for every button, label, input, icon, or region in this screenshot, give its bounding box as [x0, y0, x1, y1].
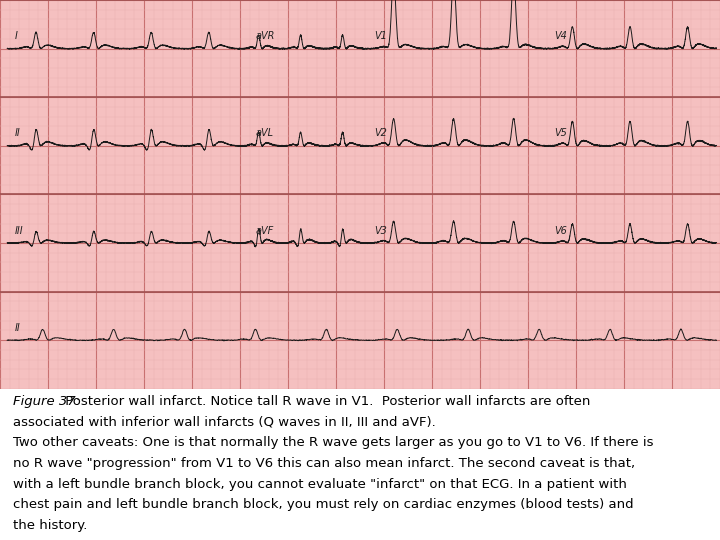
Text: III: III — [14, 226, 23, 235]
Text: V6: V6 — [554, 226, 567, 235]
Text: no R wave "progression" from V1 to V6 this can also mean infarct. The second cav: no R wave "progression" from V1 to V6 th… — [13, 457, 635, 470]
Text: aVL: aVL — [256, 129, 274, 138]
Text: II: II — [14, 323, 20, 333]
Text: Figure 37:: Figure 37: — [13, 395, 80, 408]
Text: II: II — [14, 129, 20, 138]
Text: Two other caveats: One is that normally the R wave gets larger as you go to V1 t: Two other caveats: One is that normally … — [13, 436, 654, 449]
Text: V3: V3 — [374, 226, 387, 235]
Text: chest pain and left bundle branch block, you must rely on cardiac enzymes (blood: chest pain and left bundle branch block,… — [13, 498, 634, 511]
FancyBboxPatch shape — [0, 0, 720, 389]
Text: Posterior wall infarct. Notice tall R wave in V1.  Posterior wall infarcts are o: Posterior wall infarct. Notice tall R wa… — [61, 395, 590, 408]
Text: I: I — [14, 31, 17, 41]
Text: associated with inferior wall infarcts (Q waves in II, III and aVF).: associated with inferior wall infarcts (… — [13, 415, 436, 428]
Text: the history.: the history. — [13, 519, 87, 532]
Text: with a left bundle branch block, you cannot evaluate "infarct" on that ECG. In a: with a left bundle branch block, you can… — [13, 477, 627, 490]
Text: V2: V2 — [374, 129, 387, 138]
Text: aVF: aVF — [256, 226, 274, 235]
Text: V5: V5 — [554, 129, 567, 138]
Text: V1: V1 — [374, 31, 387, 41]
Text: aVR: aVR — [256, 31, 275, 41]
Text: V4: V4 — [554, 31, 567, 41]
